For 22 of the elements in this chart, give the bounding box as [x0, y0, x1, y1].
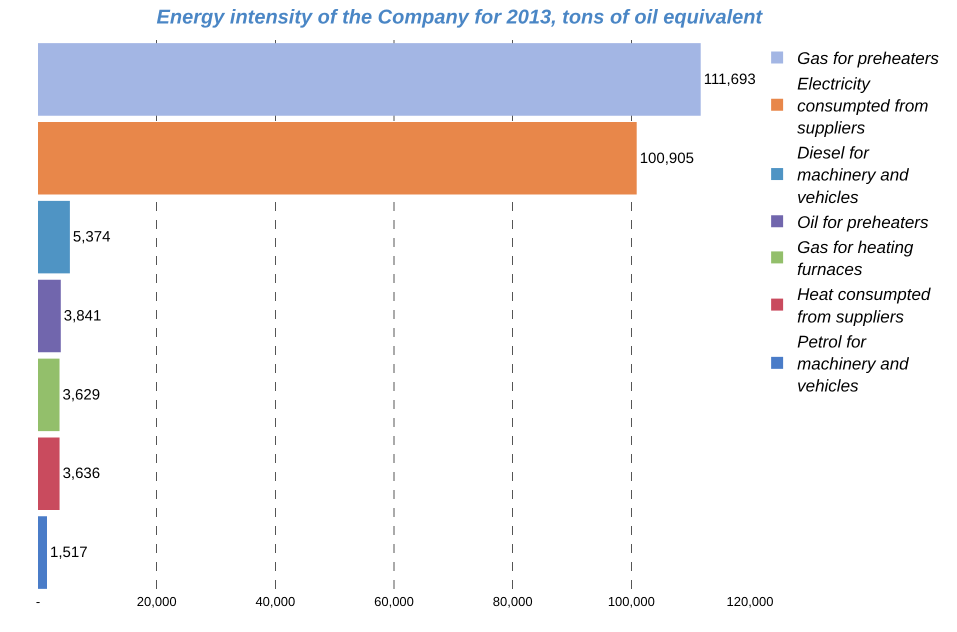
- legend-label: Heat consumpted from suppliers: [797, 285, 931, 326]
- data-label: 3,841: [64, 308, 102, 324]
- x-tick-label: 40,000: [255, 594, 296, 609]
- x-tick-label: 80,000: [492, 594, 533, 609]
- x-tick-label: -: [36, 594, 40, 609]
- data-label: 3,636: [62, 465, 100, 482]
- x-tick-label: 60,000: [374, 594, 414, 609]
- x-tick-label: 120,000: [726, 594, 774, 609]
- data-label: 100,905: [640, 150, 694, 167]
- legend-label: Diesel for machinery and vehicles: [797, 144, 910, 207]
- x-tick-label: 100,000: [608, 594, 655, 609]
- chart-title: Energy intensity of the Company for 2013, tons of oil equivalent: [156, 6, 764, 28]
- data-label: 1,517: [50, 544, 88, 562]
- data-label: 3,629: [62, 386, 100, 404]
- data-label: 111,693: [704, 70, 756, 88]
- legend-label: Gas for heating furnaces: [797, 238, 914, 280]
- legend-label: Petrol for machinery and vehicles: [797, 332, 910, 396]
- legend-label: Gas for preheaters: [797, 49, 940, 68]
- legend-label: Oil for preheaters: [797, 212, 929, 232]
- legend-label: Electricity consumpted from suppliers: [797, 74, 928, 138]
- x-tick-label: 20,000: [136, 594, 177, 609]
- data-label: 5,374: [72, 228, 110, 246]
